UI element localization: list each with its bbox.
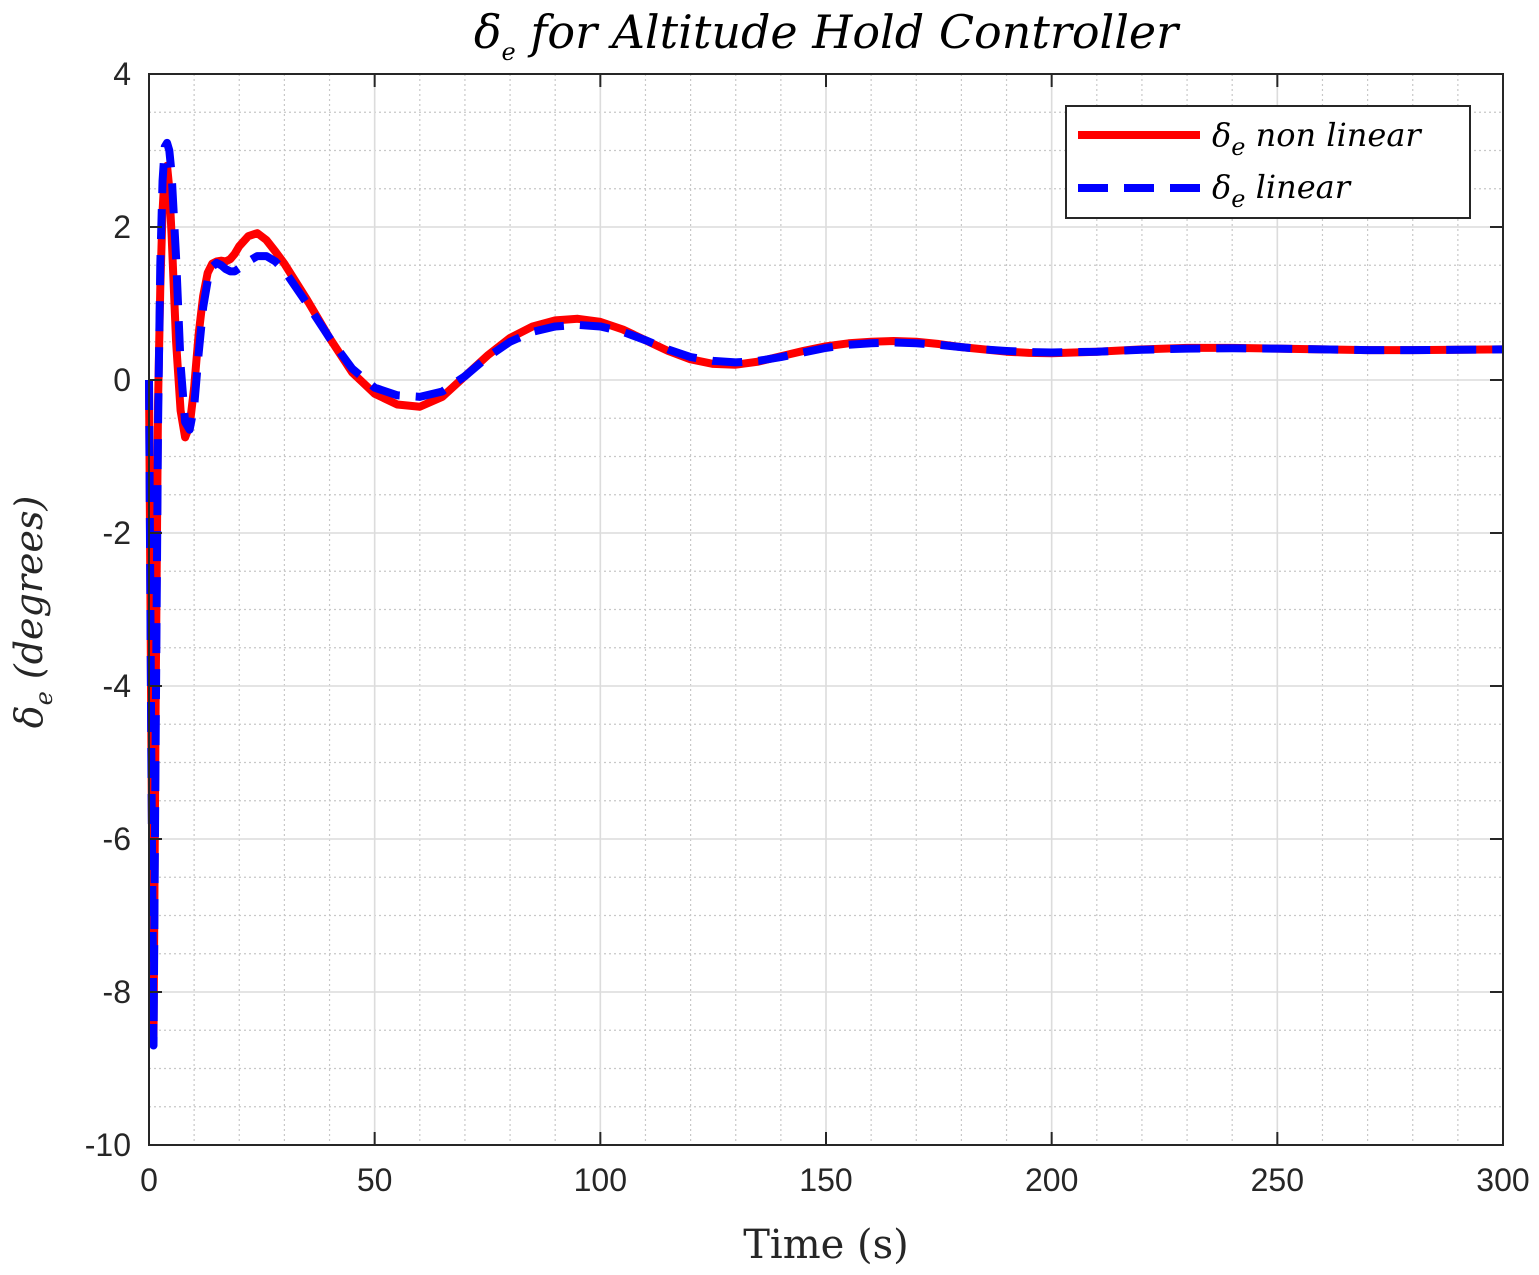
legend-label-non-linear: δe non linear: [1212, 116, 1422, 161]
y-axis-label-main: δ: [7, 705, 51, 728]
chart-title: δe for Altitude Hold Controller: [474, 5, 1181, 66]
y-tick-label: -10: [85, 1127, 131, 1163]
y-tick-label: -6: [103, 821, 131, 857]
x-tick-label: 100: [574, 1162, 627, 1198]
x-axis-label: Time (s): [743, 1222, 909, 1268]
y-axis-label: δe (degrees): [7, 496, 58, 729]
x-tick-label: 250: [1251, 1162, 1304, 1198]
y-tick-label: -8: [103, 974, 131, 1010]
chart-title-main: δ: [474, 5, 502, 59]
legend-box: [1065, 105, 1471, 219]
legend-label-linear: δe linear: [1212, 168, 1352, 213]
y-axis-label-rest: (degrees): [7, 496, 51, 692]
x-tick-label: 150: [799, 1162, 852, 1198]
axis-ticks: [148, 73, 1504, 1146]
series-line-linear: [145, 138, 1504, 1050]
y-axis-label-subscript: e: [30, 691, 58, 705]
series-layer: [145, 138, 1504, 1050]
axis-tick-labels: 0 50 100 150 200 250 300 -10 -8 -6 -4 -2 0 2 4: [85, 56, 1530, 1198]
y-tick-label: -4: [103, 668, 131, 704]
chart-title-subscript: e: [502, 38, 516, 66]
y-tick-label: 2: [113, 209, 131, 245]
x-tick-label: 50: [357, 1162, 393, 1198]
legend: δe non linear δe linear: [1065, 105, 1471, 219]
x-tick-label: 200: [1025, 1162, 1078, 1198]
x-tick-label: 300: [1476, 1162, 1529, 1198]
chart-title-rest: for Altitude Hold Controller: [516, 5, 1181, 59]
y-tick-label: 4: [113, 56, 131, 92]
x-tick-label: 0: [140, 1162, 158, 1198]
y-tick-label: 0: [113, 362, 131, 398]
y-tick-label: -2: [103, 515, 131, 551]
